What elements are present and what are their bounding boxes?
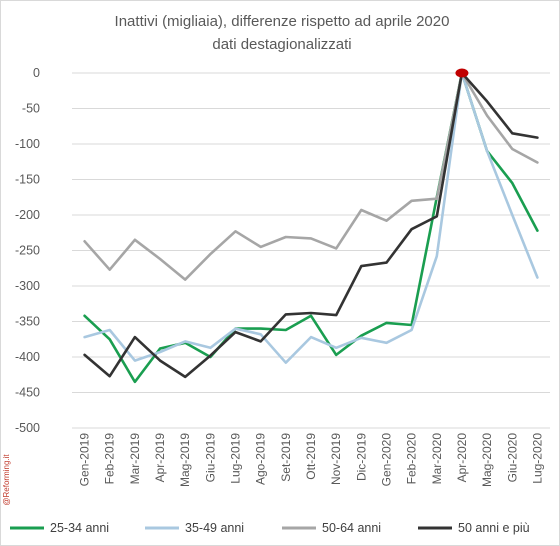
y-tick-label: 0 [33, 66, 40, 80]
x-tick-label: Feb-2019 [103, 433, 117, 485]
watermark: @Reforming.it [2, 454, 11, 506]
x-tick-label: Apr-2019 [153, 433, 167, 483]
y-tick-label: -250 [15, 244, 40, 258]
x-tick-label: Lug-2020 [530, 433, 544, 484]
x-tick-label: Mar-2019 [128, 433, 142, 485]
x-tick-label: Dic-2019 [354, 433, 368, 481]
x-tick-label: Nov-2019 [329, 433, 343, 485]
x-tick-label: Feb-2020 [405, 433, 419, 485]
legend: 25-34 anni 35-49 anni 50-64 anni 50 anni e … [10, 521, 530, 535]
x-tick-label: Apr-2020 [455, 433, 469, 483]
y-tick-label: -100 [15, 137, 40, 151]
x-tick-label: Set-2019 [279, 433, 293, 482]
x-tick-label: Giu-2019 [203, 433, 217, 483]
y-tick-label: -500 [15, 421, 40, 435]
y-tick-label: -450 [15, 386, 40, 400]
x-tick-label: Gen-2020 [379, 433, 393, 487]
chart-title: Inattivi (migliaia), differenze rispetto… [115, 13, 450, 30]
y-tick-label: -300 [15, 279, 40, 293]
x-tick-label: Ago-2019 [254, 433, 268, 485]
legend-label: 50 anni e più [458, 521, 530, 535]
x-tick-label: Ott-2019 [304, 433, 318, 480]
y-tick-label: -50 [22, 102, 40, 116]
gridlines [72, 72, 550, 429]
x-tick-label: Mag-2020 [480, 433, 494, 487]
y-axis-ticks: 0 -50 -100 -150 -200 -250 -300 -350 -400 -450 -500 [15, 66, 40, 435]
x-axis-ticks: Gen-2019 Feb-2019 Mar-2019 Apr-2019 Mag-2019… [78, 433, 545, 487]
chart-subtitle: dati destagionalizzati [212, 36, 351, 53]
legend-label: 50-64 anni [322, 521, 381, 535]
legend-label: 25-34 anni [50, 521, 109, 535]
x-tick-label: Lug-2019 [229, 433, 243, 484]
y-tick-label: -350 [15, 315, 40, 329]
x-tick-label: Giu-2020 [505, 433, 519, 483]
highlight-marker [455, 68, 469, 78]
marker-layer [455, 68, 469, 78]
y-tick-label: -200 [15, 208, 40, 222]
x-tick-label: Gen-2019 [78, 433, 92, 487]
y-tick-label: -150 [15, 173, 40, 187]
x-tick-label: Mag-2019 [178, 433, 192, 487]
y-tick-label: -400 [15, 350, 40, 364]
legend-label: 35-49 anni [185, 521, 244, 535]
x-tick-label: Mar-2020 [430, 433, 444, 485]
